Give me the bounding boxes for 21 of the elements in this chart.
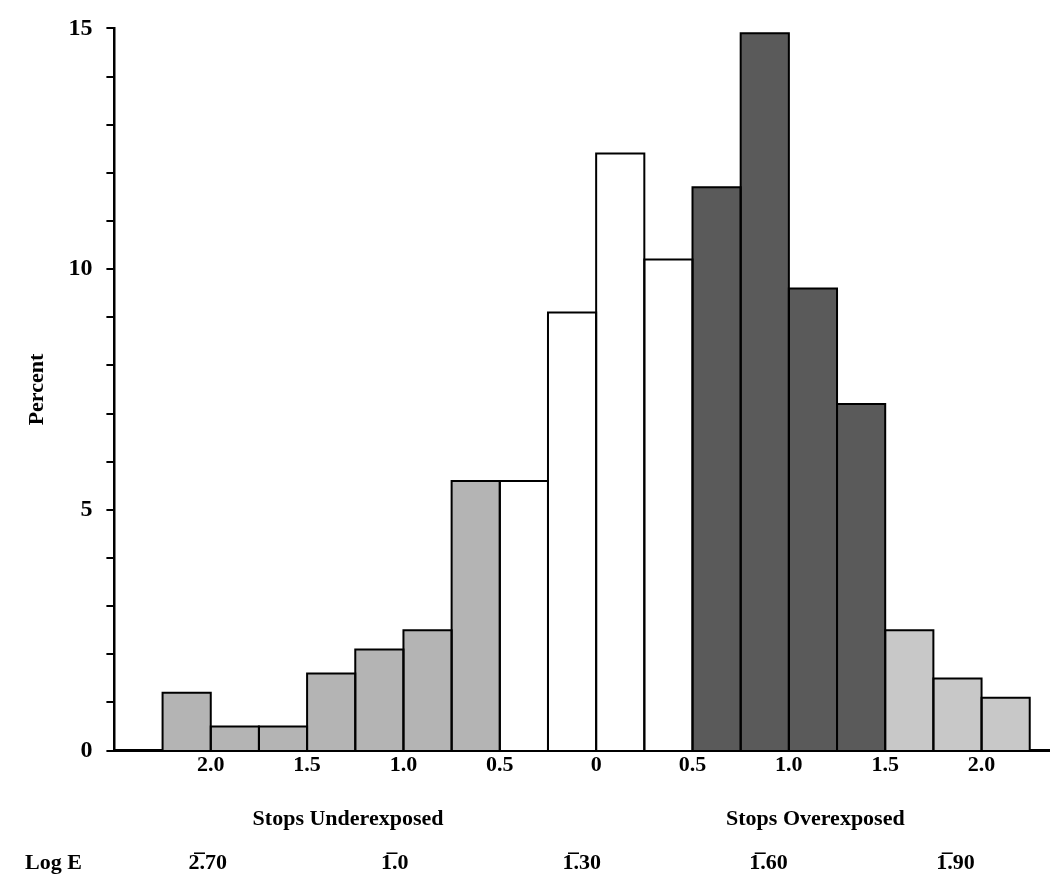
y-tick-label: 10: [68, 254, 93, 281]
text: Stops Overexposed: [726, 804, 905, 830]
y-tick-label: 15: [68, 13, 93, 40]
x-tick-label: 1.0: [389, 751, 418, 777]
x-tick-label: 0: [590, 751, 602, 777]
text: Stops Underexposed: [252, 804, 444, 830]
text: Log E: [25, 848, 82, 874]
x-tick-label: 1.0: [775, 751, 803, 777]
x-tick-label: 2.0: [197, 751, 225, 777]
text: 2̅.70: [188, 848, 228, 874]
x-tick-label: 1.5: [293, 751, 321, 777]
y-axis-title: Percent: [22, 353, 48, 426]
text: 1̅.30: [562, 848, 601, 874]
text: 1̅.90: [936, 848, 975, 874]
x-tick-label: 0.5: [678, 751, 707, 777]
x-tick-label: 0.5: [486, 751, 514, 777]
text: 1̅.60: [749, 848, 788, 874]
x-tick-label: 1.5: [871, 751, 899, 777]
y-tick-label: 5: [80, 495, 93, 522]
x-tick-label: 2.0: [967, 751, 996, 777]
text: 1̅.0: [381, 848, 409, 874]
